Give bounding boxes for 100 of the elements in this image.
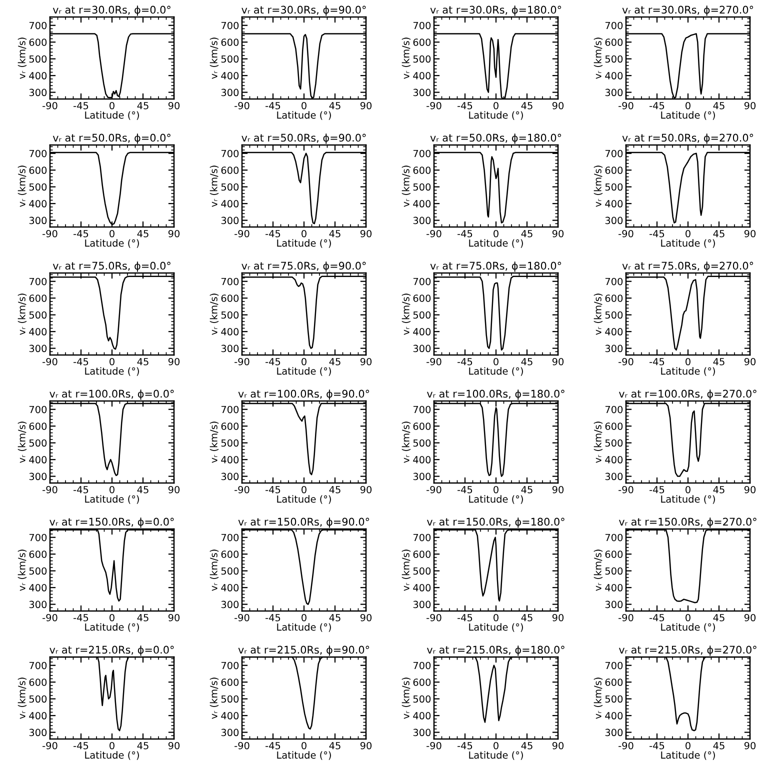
y-tick-label: 600 bbox=[221, 38, 239, 46]
x-axis-title: Latitude (°) bbox=[661, 495, 715, 504]
x-tick-label: 90 bbox=[168, 614, 180, 622]
y-tick-label: 400 bbox=[29, 712, 47, 720]
x-tick-label: -45 bbox=[650, 358, 664, 366]
chart-title: vᵣ at r=150.0Rs, ϕ=90.0° bbox=[238, 518, 370, 528]
x-tick-label: 90 bbox=[552, 742, 564, 750]
x-tick-label: 0 bbox=[302, 230, 306, 238]
x-tick-label: 0 bbox=[686, 742, 690, 750]
y-tick-label: 400 bbox=[413, 328, 431, 336]
y-tick-label: 300 bbox=[221, 344, 239, 352]
x-tick-label: -90 bbox=[234, 486, 250, 494]
y-tick-label: 300 bbox=[29, 472, 47, 480]
y-tick-label: 700 bbox=[605, 22, 623, 30]
x-tick-label: 45 bbox=[329, 358, 340, 366]
x-tick-label: 90 bbox=[744, 614, 756, 622]
y-axis-title: vᵣ (km/s) bbox=[18, 678, 27, 719]
x-tick-label: 45 bbox=[329, 614, 340, 622]
x-tick-label: 0 bbox=[686, 486, 690, 494]
y-tick-label: 400 bbox=[605, 200, 623, 208]
x-tick-label: 90 bbox=[360, 486, 372, 494]
x-tick-label: -90 bbox=[42, 102, 58, 110]
y-tick-label: 700 bbox=[605, 406, 623, 414]
x-tick-label: 45 bbox=[329, 102, 340, 110]
x-tick-label: 0 bbox=[302, 742, 306, 750]
y-tick-label: 700 bbox=[605, 150, 623, 158]
y-tick-label: 400 bbox=[221, 584, 239, 592]
y-tick-label: 600 bbox=[221, 166, 239, 174]
x-tick-label: 0 bbox=[302, 102, 306, 110]
x-tick-label: 0 bbox=[302, 614, 306, 622]
x-tick-label: 45 bbox=[521, 230, 532, 238]
y-tick-label: 700 bbox=[221, 278, 239, 286]
y-tick-label: 500 bbox=[605, 311, 623, 319]
y-tick-label: 400 bbox=[413, 584, 431, 592]
x-tick-label: 0 bbox=[686, 358, 690, 366]
y-tick-label: 300 bbox=[29, 728, 47, 736]
chart-title: vᵣ at r=50.0Rs, ϕ=270.0° bbox=[622, 134, 754, 144]
y-tick-label: 700 bbox=[221, 662, 239, 670]
x-tick-label: -45 bbox=[458, 358, 472, 366]
y-tick-label: 600 bbox=[29, 678, 47, 686]
x-tick-label: 90 bbox=[168, 486, 180, 494]
x-tick-label: 90 bbox=[168, 102, 180, 110]
x-tick-label: -45 bbox=[650, 614, 664, 622]
y-tick-label: 600 bbox=[221, 294, 239, 302]
x-axis-title: Latitude (°) bbox=[661, 367, 715, 376]
y-tick-label: 600 bbox=[413, 678, 431, 686]
y-tick-label: 300 bbox=[29, 600, 47, 608]
y-axis-title: vᵣ (km/s) bbox=[210, 678, 219, 719]
y-tick-label: 600 bbox=[605, 550, 623, 558]
y-tick-label: 500 bbox=[413, 183, 431, 191]
chart-title: vᵣ at r=100.0Rs, ϕ=180.0° bbox=[426, 390, 564, 400]
x-tick-label: 45 bbox=[521, 358, 532, 366]
y-tick-label: 700 bbox=[29, 22, 47, 30]
y-tick-label: 500 bbox=[413, 567, 431, 575]
x-tick-label: 90 bbox=[744, 358, 756, 366]
y-tick-label: 300 bbox=[221, 600, 239, 608]
x-tick-label: 90 bbox=[360, 614, 372, 622]
y-tick-label: 500 bbox=[605, 183, 623, 191]
y-tick-label: 500 bbox=[413, 695, 431, 703]
y-tick-label: 700 bbox=[221, 150, 239, 158]
x-tick-label: 45 bbox=[521, 742, 532, 750]
x-tick-label: -90 bbox=[234, 102, 250, 110]
chart-title: vᵣ at r=75.0Rs, ϕ=0.0° bbox=[52, 262, 170, 272]
x-tick-label: 90 bbox=[360, 230, 372, 238]
x-axis-title: Latitude (°) bbox=[277, 239, 331, 248]
chart-title: vᵣ at r=50.0Rs, ϕ=90.0° bbox=[242, 134, 366, 144]
x-tick-label: 0 bbox=[110, 486, 114, 494]
y-tick-label: 400 bbox=[605, 712, 623, 720]
x-tick-label: 45 bbox=[137, 358, 148, 366]
y-axis-title: vᵣ (km/s) bbox=[210, 550, 219, 591]
x-tick-label: 0 bbox=[494, 102, 498, 110]
x-tick-label: -45 bbox=[74, 230, 88, 238]
x-axis-title: Latitude (°) bbox=[85, 111, 139, 120]
y-tick-label: 500 bbox=[605, 439, 623, 447]
x-tick-label: 90 bbox=[744, 486, 756, 494]
x-axis-title: Latitude (°) bbox=[277, 495, 331, 504]
x-tick-label: 0 bbox=[494, 742, 498, 750]
x-tick-label: -90 bbox=[234, 358, 250, 366]
chart-title: vᵣ at r=100.0Rs, ϕ=90.0° bbox=[238, 390, 370, 400]
y-tick-label: 300 bbox=[413, 216, 431, 224]
x-tick-label: -90 bbox=[618, 742, 634, 750]
x-tick-label: -45 bbox=[266, 102, 280, 110]
x-tick-label: 45 bbox=[713, 614, 724, 622]
x-tick-label: 0 bbox=[110, 230, 114, 238]
y-tick-label: 400 bbox=[29, 584, 47, 592]
x-tick-label: 90 bbox=[552, 486, 564, 494]
x-tick-label: -45 bbox=[74, 358, 88, 366]
y-tick-label: 700 bbox=[413, 662, 431, 670]
y-tick-label: 400 bbox=[29, 456, 47, 464]
y-tick-label: 300 bbox=[413, 728, 431, 736]
x-tick-label: 0 bbox=[686, 102, 690, 110]
x-tick-label: 0 bbox=[110, 358, 114, 366]
chart-title: vᵣ at r=215.0Rs, ϕ=0.0° bbox=[50, 646, 174, 656]
x-tick-label: 90 bbox=[360, 358, 372, 366]
y-tick-label: 600 bbox=[413, 38, 431, 46]
x-tick-label: -45 bbox=[458, 230, 472, 238]
y-tick-label: 300 bbox=[605, 216, 623, 224]
y-tick-label: 300 bbox=[221, 728, 239, 736]
x-tick-label: -90 bbox=[42, 358, 58, 366]
x-tick-label: 45 bbox=[713, 102, 724, 110]
